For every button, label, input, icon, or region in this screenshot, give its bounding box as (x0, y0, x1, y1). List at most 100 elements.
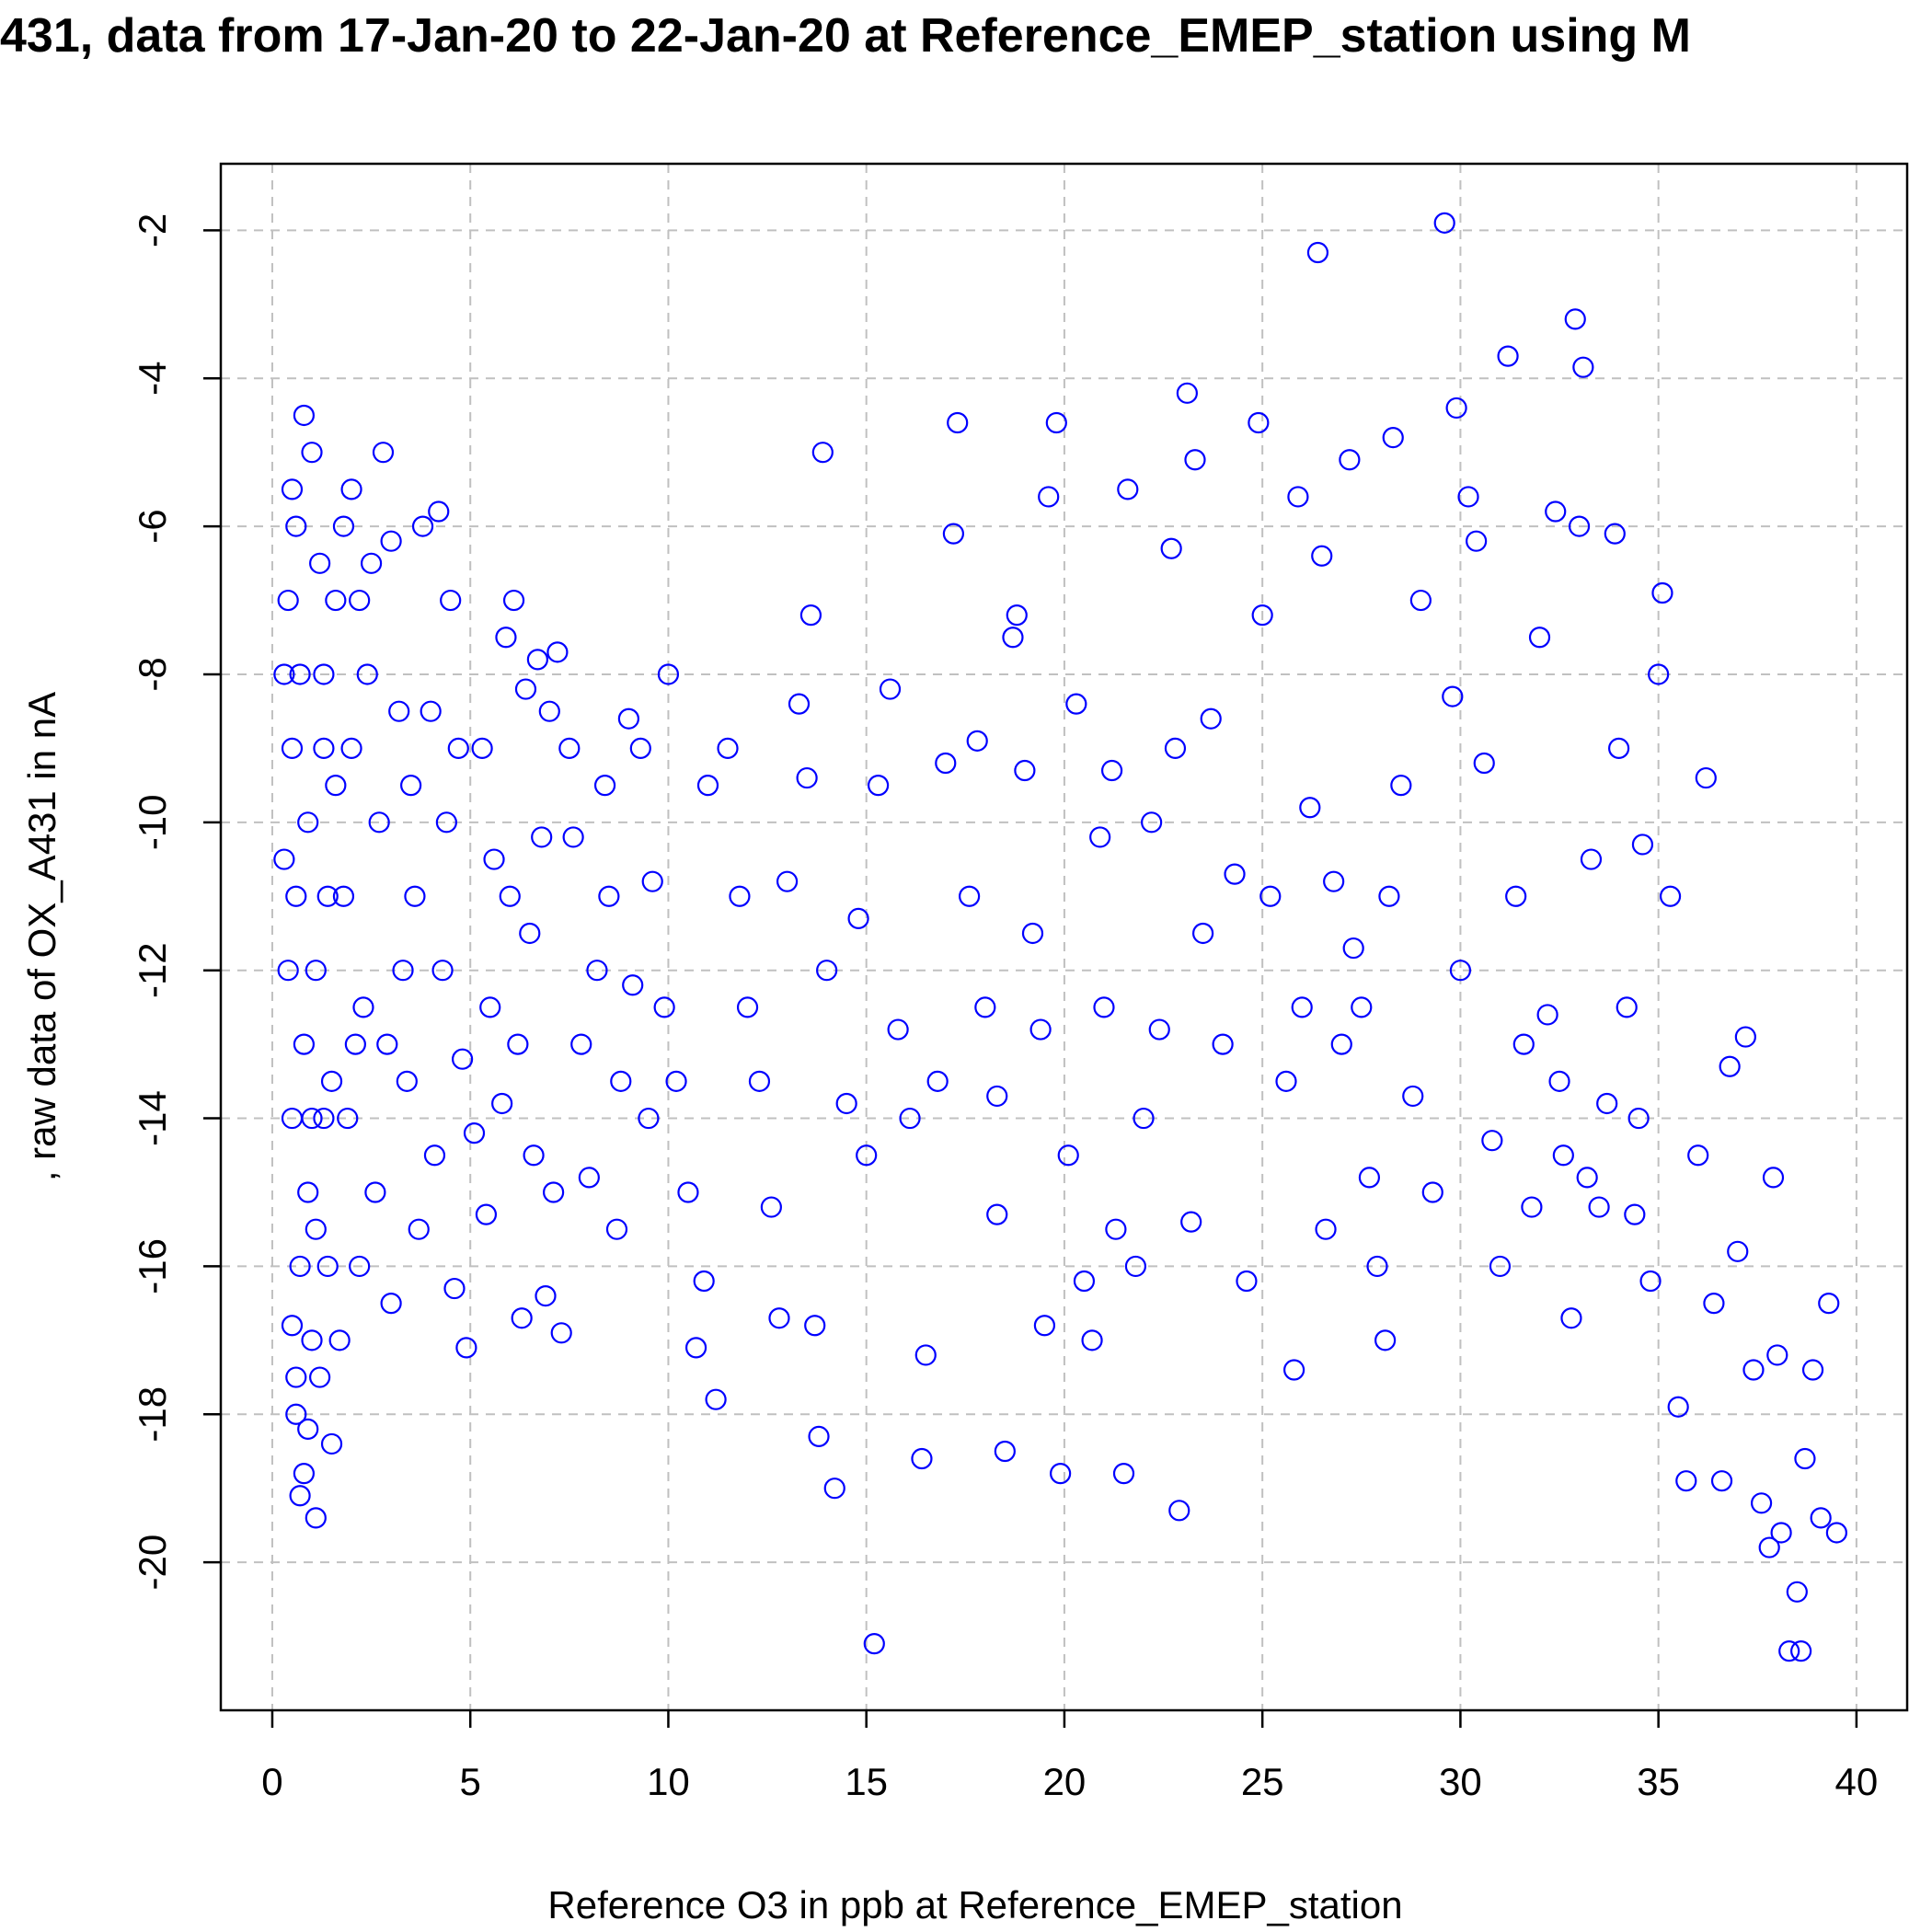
point (289, 1485, 311, 1507)
point (396, 1070, 418, 1092)
point (538, 700, 560, 722)
point (502, 589, 525, 612)
point (1057, 1144, 1079, 1167)
point (887, 1018, 909, 1041)
point (1002, 627, 1024, 649)
point (285, 1403, 307, 1425)
point (313, 737, 335, 760)
point (408, 1218, 430, 1240)
point (558, 737, 581, 760)
point (1299, 797, 1321, 819)
point (1382, 426, 1404, 449)
point (1818, 1293, 1840, 1315)
point (1778, 1640, 1800, 1662)
point (332, 515, 355, 537)
point (1006, 604, 1028, 627)
point (360, 552, 383, 574)
point (1552, 1144, 1574, 1167)
point (1667, 1396, 1689, 1418)
point (622, 974, 644, 996)
point (1786, 1581, 1808, 1603)
point (1548, 1070, 1570, 1092)
point (293, 404, 316, 427)
point (420, 700, 442, 722)
point (1105, 1218, 1127, 1240)
point (1433, 212, 1455, 234)
point (1339, 449, 1361, 471)
point (847, 907, 869, 929)
point (1608, 737, 1630, 760)
point (1283, 1359, 1305, 1381)
point (729, 885, 751, 907)
point (935, 752, 957, 775)
point (1089, 826, 1111, 848)
point (1631, 834, 1654, 856)
point (451, 1048, 474, 1070)
point (1445, 397, 1467, 420)
point (313, 663, 335, 685)
point (1176, 382, 1198, 404)
point (1409, 589, 1432, 612)
point (1580, 848, 1603, 870)
point (1275, 1070, 1297, 1092)
point (1512, 1033, 1535, 1055)
point (684, 1337, 707, 1359)
point (1750, 1492, 1773, 1514)
point (736, 996, 759, 1018)
point (799, 604, 822, 627)
point (1457, 486, 1479, 508)
point (705, 1388, 727, 1410)
point (1481, 1130, 1503, 1152)
y-tick-label: -6 (131, 509, 174, 543)
point (617, 707, 639, 730)
point (879, 678, 902, 700)
point (899, 1107, 921, 1130)
point (543, 1181, 565, 1203)
y-tick-label: -4 (131, 362, 174, 396)
point (285, 1366, 307, 1388)
point (305, 1218, 327, 1240)
point (325, 589, 347, 612)
point (760, 1196, 782, 1218)
point (1497, 345, 1519, 367)
point (1191, 922, 1214, 945)
point (297, 1418, 319, 1440)
y-tick-label: -18 (131, 1386, 174, 1443)
point (1651, 581, 1673, 604)
point (804, 1315, 826, 1337)
point (1306, 241, 1329, 264)
point (1021, 922, 1044, 945)
point (332, 885, 355, 907)
point (431, 960, 454, 982)
point (1421, 1181, 1443, 1203)
point (1148, 1018, 1170, 1041)
point (562, 826, 584, 848)
point (309, 552, 331, 574)
point (301, 442, 323, 464)
point (368, 811, 390, 834)
x-tick-label: 35 (1637, 1760, 1680, 1803)
point (1184, 449, 1206, 471)
point (1112, 1463, 1135, 1485)
point (1180, 1211, 1202, 1233)
point (340, 737, 362, 760)
point (475, 1203, 498, 1225)
point (610, 1070, 632, 1092)
point (1029, 1018, 1052, 1041)
point (1168, 1500, 1190, 1522)
point (337, 1107, 359, 1130)
point (1330, 1033, 1352, 1055)
point (285, 515, 307, 537)
x-tick-label: 10 (647, 1760, 690, 1803)
point (808, 1425, 830, 1448)
point (1675, 1470, 1697, 1492)
point (1545, 500, 1567, 523)
point (411, 515, 434, 537)
point (1236, 1270, 1258, 1293)
point (471, 737, 493, 760)
point (868, 775, 890, 797)
y-axis-label: , raw data of OX_A431 in nA (20, 692, 63, 1181)
point (1038, 486, 1060, 508)
